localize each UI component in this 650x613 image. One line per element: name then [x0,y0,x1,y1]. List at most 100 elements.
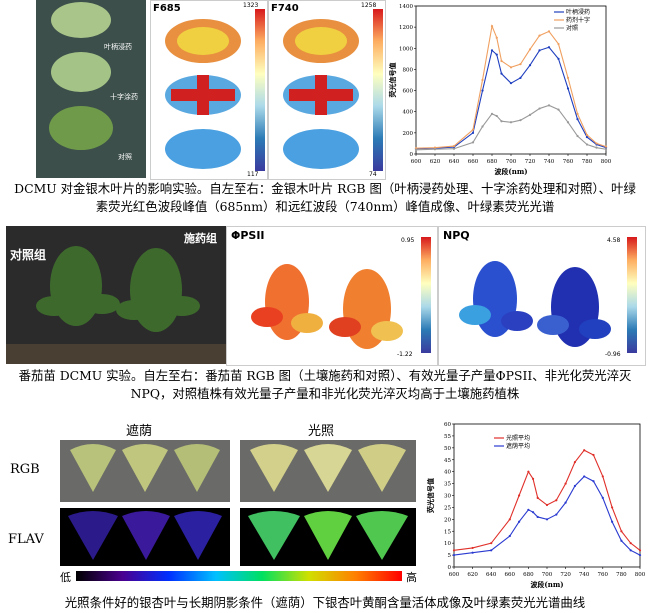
y-tick-label: 0 [448,565,452,571]
data-point [620,530,623,533]
data-point [583,475,586,478]
data-point [638,553,642,557]
y-axis-label: 荧光信号值 [388,63,397,98]
data-point [452,553,456,557]
x-axis-label: 波段(nm) [494,167,527,176]
f740-colorbar [373,9,383,171]
data-point [638,549,642,552]
y-tick-label: 35 [444,482,451,488]
y-tick-label: 30 [444,494,451,500]
y-tick-label: 20 [444,517,451,523]
series-line [415,24,607,149]
data-point [611,520,614,523]
f685-label: F685 [153,3,181,14]
data-point [601,496,604,499]
legend-label: 遮荫平均 [506,442,530,450]
data-point [629,549,632,552]
data-point [490,112,494,115]
caption-1-line-2: 素荧光红色波段峰值（685nm）和远红波段（740nm）峰值成像、叶绿素荧光光谱 [95,199,555,214]
x-tick-label: 780 [582,159,593,165]
data-point [500,72,503,75]
data-point [433,148,437,151]
phipsii-colorbar [421,237,431,353]
data-point [519,76,522,79]
x-tick-label: 680 [523,572,534,578]
phipsii-panel: ΦPSII 0.95 -1.22 [226,226,438,366]
y-tick-label: 1200 [399,25,413,31]
shade-header: 遮荫 [126,424,153,439]
data-point [508,534,511,538]
x-tick-label: 720 [560,572,571,578]
x-tick-label: 740 [579,572,590,578]
data-point [481,125,484,128]
f740-panel: F740 1258 74 [268,0,386,180]
data-point [557,57,560,60]
spectrum-chart-1: 600 620 640 660 680 700 720 740 760 780 800 0 200 400… [388,4,612,176]
data-point [495,114,498,118]
data-point [545,518,549,521]
npq-colorbar [627,237,637,353]
y-tick-label: 600 [403,89,414,95]
data-point [471,551,474,554]
caption-2-line-2: NPQ，对照植株有效光量子产量和非光化荧光淬灭均高于土壤施药植株 [130,386,520,401]
data-point [538,107,541,110]
x-tick-label: 700 [542,572,553,578]
data-point [509,82,513,85]
x-tick-label: 640 [486,572,497,578]
flav-row-label: FLAV [8,532,44,547]
spectrum-chart-2: 600 620 640 660 680 700 720 740 760 780 800 0 5 10 15 2… [426,422,646,589]
npq-min: -0.96 [605,351,621,358]
x-tick-label: 660 [505,572,516,578]
data-point [490,24,494,28]
control-group-label: 对照组 [10,248,47,262]
x-tick-label: 660 [468,159,479,165]
data-point [452,147,456,150]
data-point [471,128,475,131]
data-point [518,520,521,523]
f685-panel: F685 1323 117 [150,0,268,180]
data-point [433,146,437,149]
y-axis-label: 荧光信号值 [426,478,435,513]
data-point [519,63,522,66]
x-tick-label: 680 [487,159,498,165]
x-tick-label: 620 [430,159,441,165]
data-point [490,49,494,52]
ginkgo-rgb-shade [60,440,230,502]
x-tick-label: 600 [449,572,460,578]
data-point [495,36,498,39]
series-line [453,449,641,551]
data-point [471,141,475,144]
data-point [471,546,474,550]
x-axis-label: 波段(nm) [530,580,563,589]
y-tick-label: 10 [444,541,451,547]
data-point [547,104,551,107]
data-point [414,147,418,150]
ginkgo-flav-light-image [248,511,408,560]
data-point [500,120,503,123]
data-point [527,508,530,511]
rgb-row-label: RGB [10,462,40,477]
data-point [490,542,493,545]
x-tick-label: 600 [411,159,422,165]
rgb-label-petiole: 叶柄浸药 [104,43,132,51]
x-tick-label: 800 [601,159,612,165]
data-point [528,48,532,51]
data-point [585,135,589,139]
scale-low-label: 低 [60,571,71,584]
data-point [576,134,579,138]
f685-colorbar [255,9,265,171]
y-tick-label: 1000 [399,46,413,52]
data-point [564,501,567,504]
rgb-leaves-image [49,2,113,150]
ginkgo-rgb-light-image [250,444,406,492]
rgb-label-control: 对照 [118,153,132,161]
y-tick-label: 800 [403,67,414,73]
y-tick-label: 40 [444,470,451,476]
data-point [564,482,567,485]
rgb-label-cross: 十字涂药 [110,93,138,101]
data-point [620,539,623,542]
data-point [604,145,608,148]
data-point [518,494,521,497]
data-point [528,113,532,116]
data-point [547,46,551,49]
